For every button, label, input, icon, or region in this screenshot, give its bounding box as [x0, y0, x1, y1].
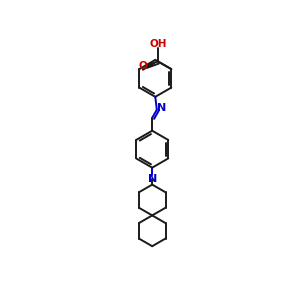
Text: O: O — [139, 61, 148, 71]
Text: OH: OH — [150, 40, 167, 50]
Text: N: N — [157, 103, 166, 113]
Text: N: N — [148, 174, 157, 184]
